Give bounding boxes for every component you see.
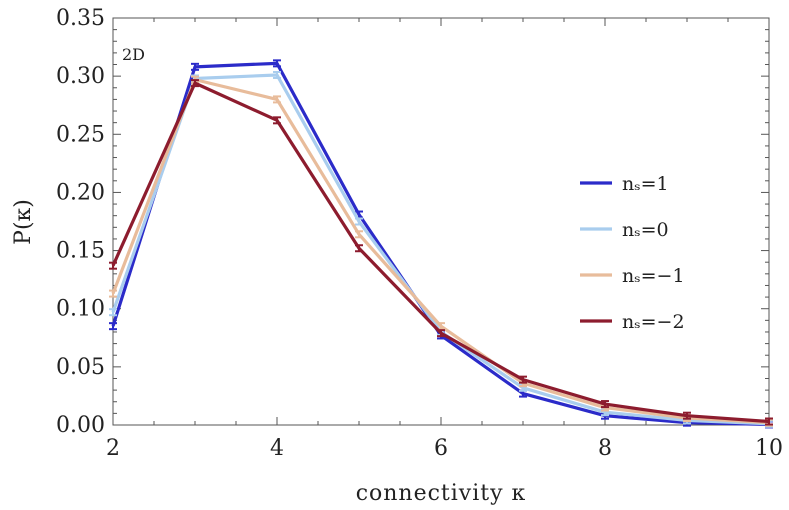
series-line	[111, 73, 770, 426]
series-group	[109, 59, 773, 429]
x-axis-title: connectivity κ	[356, 481, 527, 506]
ticks: 2 4 6 8 10 0.00 0.05 0.10 0.15 0.20 0.25 0.30 0.35	[56, 6, 783, 461]
series-group	[109, 79, 773, 426]
legend-label: nₛ=0	[622, 219, 669, 241]
x-tick-label: 10	[755, 436, 783, 461]
y-tick-label: 0.00	[56, 413, 105, 438]
legend: nₛ=1 nₛ=0 nₛ=−1 nₛ=−2	[580, 173, 685, 333]
x-tick-label: 6	[434, 436, 448, 461]
x-tick-label: 4	[270, 436, 284, 461]
legend-label: nₛ=−1	[622, 265, 685, 287]
y-tick-label: 0.15	[56, 239, 105, 264]
series-group	[109, 70, 773, 428]
series-line	[111, 81, 770, 424]
legend-label: nₛ=1	[622, 173, 669, 195]
y-tick-label: 0.35	[56, 6, 105, 31]
series-group	[109, 75, 773, 427]
series-line	[111, 78, 770, 425]
y-tick-label: 0.10	[56, 297, 105, 322]
y-tick-label: 0.20	[56, 180, 105, 205]
series-line	[111, 61, 770, 427]
series-lines	[109, 59, 773, 429]
legend-label: nₛ=−2	[622, 311, 685, 333]
y-tick-label: 0.25	[56, 122, 105, 147]
y-tick-label: 0.05	[56, 355, 105, 380]
y-axis-title: P(κ)	[11, 199, 36, 245]
x-tick-label: 2	[106, 436, 120, 461]
y-tick-label: 0.30	[56, 64, 105, 89]
annotation-label: 2D	[122, 45, 145, 64]
x-tick-label: 8	[598, 436, 612, 461]
